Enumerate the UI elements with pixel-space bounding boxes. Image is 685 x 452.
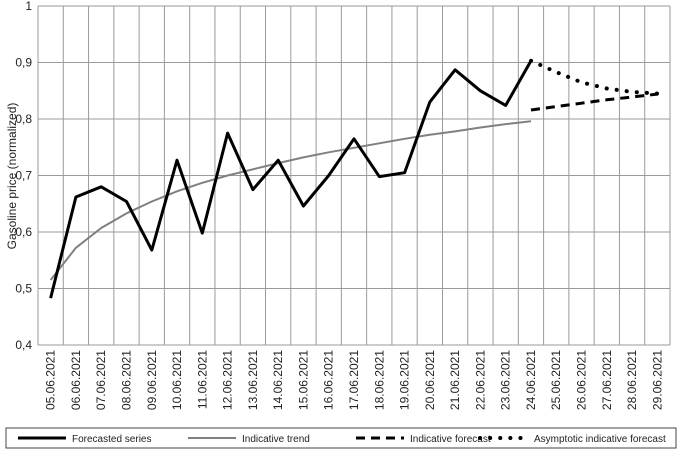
series-forecasted-series [49,60,533,299]
legend-frame [5,427,677,449]
x-tick-label: 08.06.2021 [119,350,133,410]
x-tick-label: 14.06.2021 [271,350,285,410]
y-axis-label: Gasoline price (normalized) [5,103,19,250]
x-tick-label: 07.06.2021 [94,350,108,410]
x-tick-label: 12.06.2021 [221,350,235,410]
legend-label: Indicative trend [242,434,310,445]
y-tick-label: 0,9 [15,56,32,70]
x-tick-label: 13.06.2021 [246,350,260,410]
legend-label: Indicative forecast [410,434,491,445]
x-tick-label: 17.06.2021 [347,350,361,410]
x-tick-label: 27.06.2021 [600,350,614,410]
legend: Forecasted series Indicative trend Indicat… [5,427,677,449]
x-tick-label: 23.06.2021 [499,350,513,410]
x-tick-label: 16.06.2021 [322,350,336,410]
series-indicative-forecast [530,92,658,112]
y-tick-label: 0,7 [15,169,32,183]
x-tick-label: 09.06.2021 [145,350,159,410]
y-tick-label: 0,8 [15,112,32,126]
x-tick-label: 21.06.2021 [448,350,462,410]
x-tick-label: 29.06.2021 [650,350,664,410]
y-axis-tick-labels: 0,4 0,5 0,6 0,7 0,8 0,9 1 [15,0,32,352]
x-tick-label: 19.06.2021 [398,350,412,410]
y-tick-label: 0,6 [15,225,32,239]
series-asymptotic-indicative-forecast [529,58,660,96]
y-tick-label: 1 [25,0,32,13]
x-tick-label: 11.06.2021 [195,350,209,409]
x-tick-label: 10.06.2021 [170,350,184,410]
legend-label: Asymptotic indicative forecast [534,434,666,445]
x-tick-label: 22.06.2021 [473,350,487,410]
x-tick-label: 20.06.2021 [423,350,437,410]
grid-lines [37,5,671,346]
series-lines [49,58,660,299]
y-tick-label: 0,5 [15,282,32,296]
x-axis-tick-labels: 05.06.2021 06.06.2021 07.06.2021 08.06.2021… [44,350,665,410]
x-tick-label: 25.06.2021 [549,350,563,410]
x-tick-label: 28.06.2021 [625,350,639,410]
x-tick-label: 18.06.2021 [372,350,386,410]
x-tick-label: 05.06.2021 [44,350,58,410]
legend-label: Forecasted series [72,434,151,445]
x-tick-label: 24.06.2021 [524,350,538,410]
x-tick-label: 06.06.2021 [69,350,83,410]
y-tick-label: 0,4 [15,338,32,352]
x-tick-label: 26.06.2021 [575,350,589,410]
x-tick-label: 15.06.2021 [296,350,310,410]
